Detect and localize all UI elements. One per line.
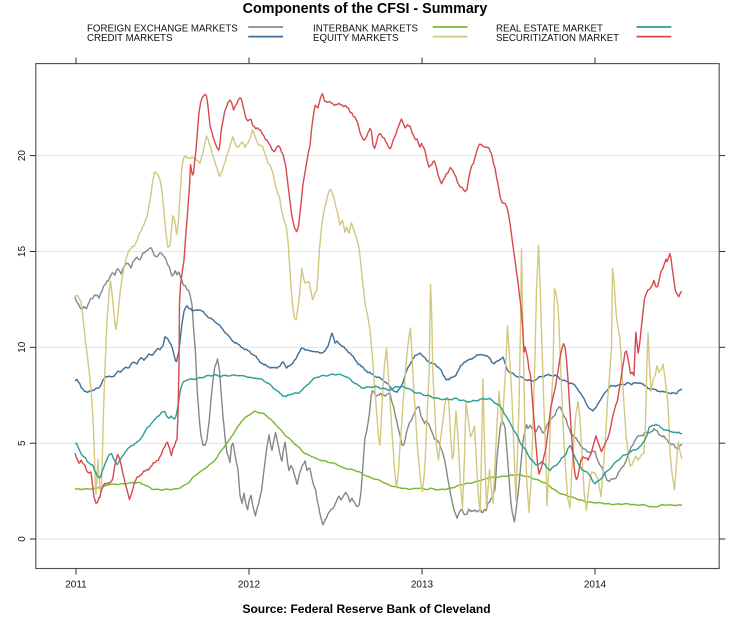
svg-text:0: 0 (17, 536, 28, 542)
svg-text:5: 5 (17, 440, 28, 446)
svg-text:SECURITIZATION MARKET: SECURITIZATION MARKET (496, 33, 619, 44)
svg-text:2014: 2014 (584, 580, 607, 591)
svg-text:Components of the CFSI - Summa: Components of the CFSI - Summary (243, 1, 488, 17)
svg-text:CREDIT MARKETS: CREDIT MARKETS (87, 33, 173, 44)
svg-text:REAL ESTATE MARKET: REAL ESTATE MARKET (496, 24, 603, 35)
svg-text:FOREIGN EXCHANGE MARKETS: FOREIGN EXCHANGE MARKETS (87, 24, 238, 35)
svg-text:2011: 2011 (65, 580, 87, 591)
svg-text:INTERBANK MARKETS: INTERBANK MARKETS (313, 24, 419, 35)
svg-text:15: 15 (17, 246, 28, 258)
svg-text:20: 20 (17, 150, 28, 162)
svg-text:2012: 2012 (238, 580, 261, 591)
svg-text:Source: Federal Reserve Bank o: Source: Federal Reserve Bank of Clevelan… (242, 602, 490, 616)
svg-text:2013: 2013 (411, 580, 434, 591)
svg-text:10: 10 (17, 341, 28, 353)
svg-text:EQUITY MARKETS: EQUITY MARKETS (313, 33, 399, 44)
